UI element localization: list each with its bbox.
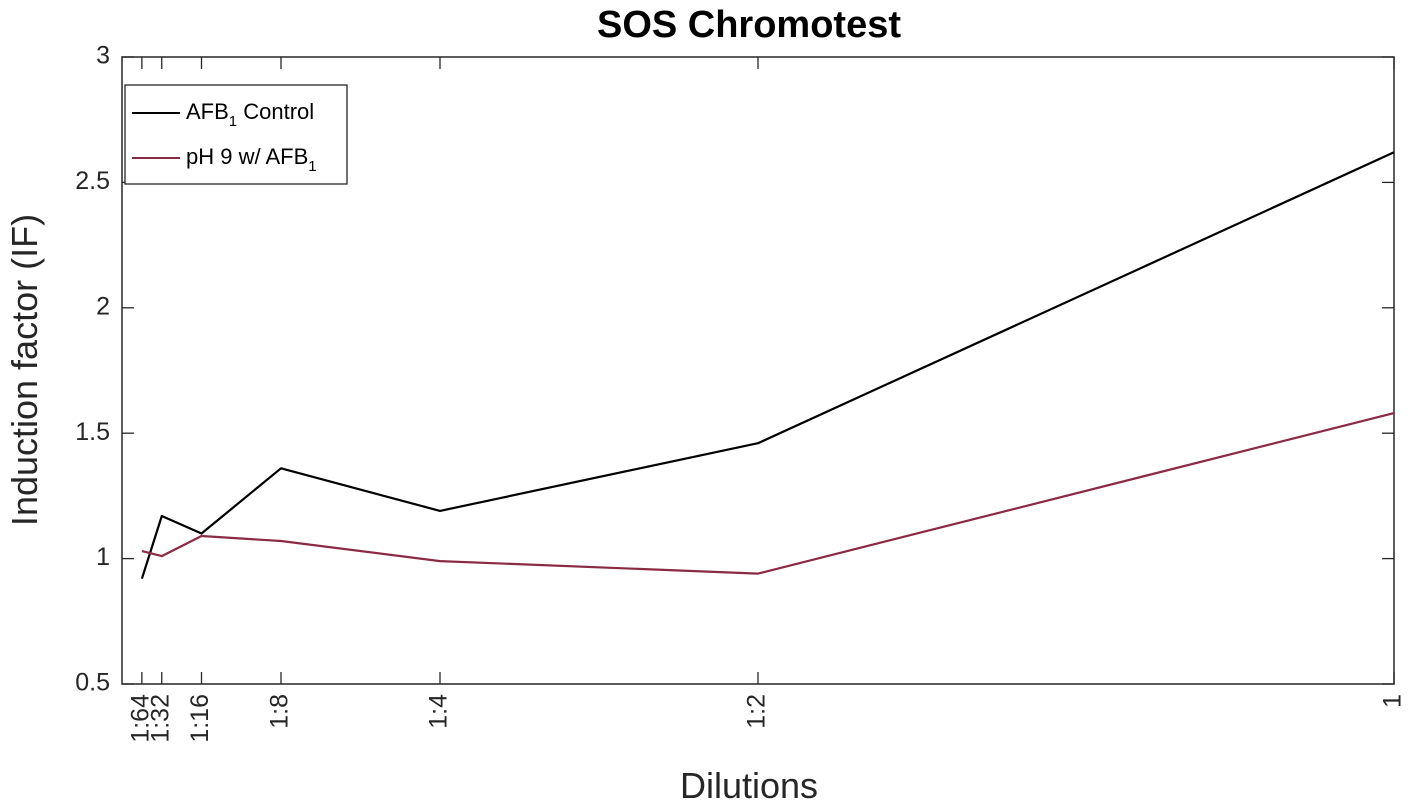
y-tick-label: 2 (96, 292, 110, 320)
x-tick-label: 1:16 (186, 694, 214, 743)
legend-box (124, 84, 348, 185)
y-tick-label: 1.5 (75, 418, 110, 446)
x-tick-label: 1:32 (146, 694, 174, 743)
x-tick-label: 1 (1379, 694, 1407, 708)
y-tick-label: 1 (96, 543, 110, 571)
y-tick-label: 2.5 (75, 167, 110, 195)
y-tick-label: 3 (96, 42, 110, 70)
x-tick-label: 1:2 (743, 694, 771, 729)
y-axis-label: Induction factor (IF) (4, 214, 45, 526)
x-tick-label: 1:64 (126, 694, 154, 743)
legend: AFB1 Control pH 9 w/ AFB1 (124, 84, 348, 185)
chart-title: SOS Chromotest (597, 4, 901, 46)
x-tick-label: 1:4 (425, 694, 453, 729)
series-line-1 (141, 412, 1395, 575)
y-axis: 0.5 1 1.5 2 2.5 3 (75, 42, 1394, 697)
x-tick-label: 1:8 (266, 694, 294, 729)
series-lines (140, 151, 1395, 580)
legend-label-1: pH 9 w/ AFB1 (186, 144, 317, 175)
legend-label-0: AFB1 Control (186, 99, 314, 130)
x-axis: 1:641:32 1:16 1:8 1:4 1:2 1 (126, 57, 1407, 743)
series-line-0 (140, 151, 1395, 580)
x-axis-label: Dilutions (680, 765, 818, 806)
y-tick-label: 0.5 (75, 669, 110, 697)
